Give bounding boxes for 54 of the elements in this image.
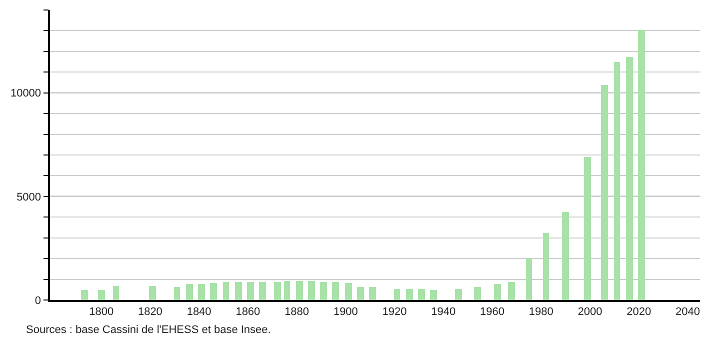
bar [198, 284, 205, 300]
x-tick-label: 2040 [676, 306, 700, 318]
bar [149, 286, 156, 300]
bar [345, 283, 352, 300]
bar [494, 284, 501, 300]
x-tick-label: 1860 [236, 306, 260, 318]
bar [455, 289, 462, 300]
bar [174, 287, 180, 300]
bar [474, 287, 481, 300]
bar [406, 289, 413, 300]
x-tick-label: 1960 [480, 306, 505, 318]
x-tick-label: 1800 [89, 306, 114, 318]
y-tick-label: 5000 [16, 191, 42, 204]
bar [210, 283, 217, 300]
bar [113, 286, 119, 300]
bar [614, 62, 620, 300]
bar [394, 289, 400, 300]
source-note: Sources : base Cassini de l'EHESS et base Insee. [26, 324, 271, 336]
bar [186, 284, 193, 300]
bar [274, 282, 281, 300]
bar [508, 282, 515, 300]
bar [296, 281, 303, 300]
x-tick-label: 2000 [578, 306, 602, 318]
x-tick-label: 2020 [626, 306, 652, 318]
x-tick-label: 1900 [333, 306, 358, 318]
bar [81, 290, 88, 300]
bar [418, 289, 425, 300]
bar [562, 212, 569, 300]
bar [369, 287, 376, 300]
bar [626, 57, 633, 300]
bar [638, 30, 645, 300]
x-tick-label: 1840 [186, 306, 212, 318]
y-tick-label: 0 [34, 294, 42, 307]
x-tick-label: 1980 [528, 306, 554, 318]
bar [247, 282, 254, 300]
bar [357, 287, 364, 300]
bar [308, 281, 315, 300]
x-tick-label: 1920 [382, 306, 407, 318]
bar [235, 282, 242, 300]
bar [430, 290, 437, 300]
bar [584, 157, 591, 300]
x-tick-label: 1820 [138, 306, 162, 318]
x-tick-label: 1940 [431, 306, 456, 318]
y-tick-label: 10000 [10, 88, 42, 100]
bar [543, 233, 549, 300]
bar [98, 290, 105, 300]
bar [320, 282, 327, 300]
bar [526, 258, 532, 300]
bar [223, 282, 229, 300]
x-tick-label: 1880 [284, 306, 310, 318]
bar [601, 85, 608, 300]
bar [259, 282, 266, 300]
bar [332, 282, 339, 300]
bar [284, 281, 290, 300]
